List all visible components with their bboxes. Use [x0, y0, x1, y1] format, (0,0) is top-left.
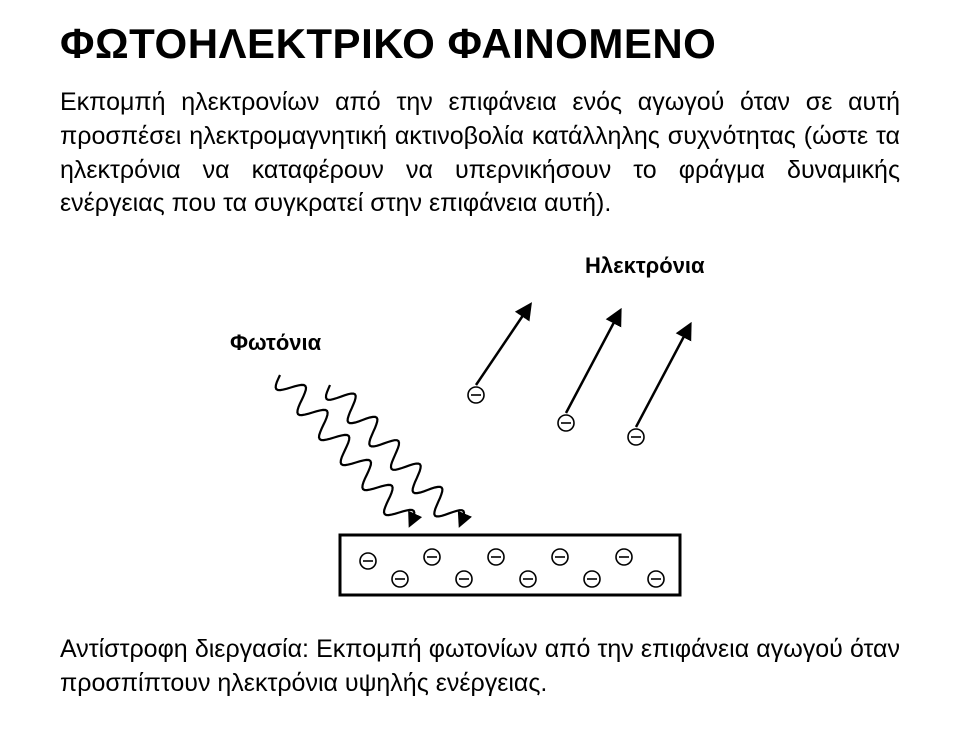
electron-in-box-0 [360, 553, 376, 569]
emitted-electron-2 [628, 429, 644, 445]
photon-wave-1 [326, 385, 464, 525]
emitted-electron-0 [468, 387, 484, 403]
emission-arrow-2 [636, 325, 690, 427]
conductor-box [340, 535, 680, 595]
electron-in-box-9 [648, 571, 664, 587]
photoelectric-diagram: Φωτόνια Ηλεκτρόνια [180, 235, 780, 615]
label-electrons: Ηλεκτρόνια [585, 253, 705, 278]
intro-paragraph: Εκπομπή ηλεκτρονίων από την επιφάνεια εν… [60, 86, 900, 221]
photon-wave-0 [276, 375, 415, 525]
emission-arrow-0 [476, 305, 530, 385]
emitted-electron-1 [558, 415, 574, 431]
electron-in-box-1 [392, 571, 408, 587]
electron-in-box-2 [424, 549, 440, 565]
emission-arrow-1 [566, 311, 620, 413]
electron-in-box-3 [456, 571, 472, 587]
label-photons: Φωτόνια [230, 330, 322, 355]
reverse-paragraph: Αντίστροφη διεργασία: Εκπομπή φωτονίων α… [60, 633, 900, 701]
electron-in-box-4 [488, 549, 504, 565]
electron-in-box-6 [552, 549, 568, 565]
electron-in-box-8 [616, 549, 632, 565]
electron-in-box-7 [584, 571, 600, 587]
electron-in-box-5 [520, 571, 536, 587]
diagram-container: Φωτόνια Ηλεκτρόνια [60, 235, 900, 615]
page-title: ΦΩΤΟΗΛΕΚΤΡΙΚΟ ΦΑΙΝΟΜΕΝΟ [60, 20, 900, 68]
